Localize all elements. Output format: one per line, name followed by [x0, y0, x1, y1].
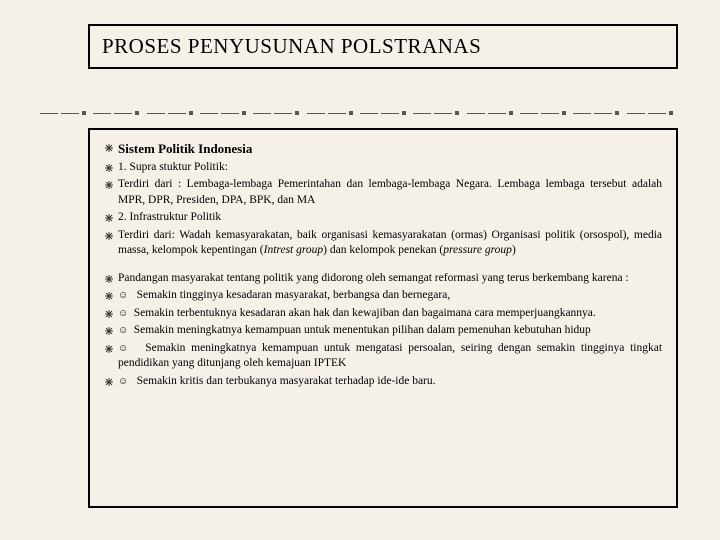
list-item: 1. Supra stuktur Politik: — [100, 160, 662, 176]
body-text: ☺ Semakin kritis dan terbukanya masyarak… — [118, 374, 662, 390]
bullet-icon — [100, 160, 118, 173]
bullet-icon — [100, 374, 118, 387]
body-text: ☺ Semakin meningkatnya kemampuan untuk m… — [118, 341, 662, 372]
bullet-icon — [100, 228, 118, 241]
list-item: Pandangan masyarakat tentang politik yan… — [100, 271, 662, 287]
section-heading: Sistem Politik Indonesia — [118, 140, 662, 158]
smile-icon: ☺ — [118, 307, 128, 321]
smile-icon: ☺ — [118, 375, 128, 389]
bullet-icon — [100, 323, 118, 336]
heading-row: Sistem Politik Indonesia — [100, 140, 662, 158]
bullet-icon — [100, 306, 118, 319]
content-box: Sistem Politik Indonesia 1. Supra stuktu… — [88, 128, 678, 508]
list-item: 2. Infrastruktur Politik — [100, 210, 662, 226]
bullet-icon — [100, 140, 118, 153]
bullet-icon — [100, 288, 118, 301]
body-text: ☺ Semakin tingginya kesadaran masyarakat… — [118, 288, 662, 304]
list-item: ☺ Semakin tingginya kesadaran masyarakat… — [100, 288, 662, 304]
list-item: ☺ Semakin meningkatnya kemampuan untuk m… — [100, 341, 662, 372]
title-box: PROSES PENYUSUNAN POLSTRANAS — [88, 24, 678, 69]
bullet-icon — [100, 210, 118, 223]
list-item: Terdiri dari : Lembaga-lembaga Pemerinta… — [100, 177, 662, 208]
page-title: PROSES PENYUSUNAN POLSTRANAS — [102, 34, 664, 59]
body-text: 2. Infrastruktur Politik — [118, 210, 662, 226]
bullet-icon — [100, 341, 118, 354]
divider — [40, 110, 680, 116]
list-item: ☺ Semakin meningkatnya kemampuan untuk m… — [100, 323, 662, 339]
body-text: 1. Supra stuktur Politik: — [118, 160, 662, 176]
bullet-icon — [100, 177, 118, 190]
list-item: Terdiri dari: Wadah kemasyarakatan, baik… — [100, 228, 662, 259]
body-text: ☺ Semakin meningkatnya kemampuan untuk m… — [118, 323, 662, 339]
bullet-icon — [100, 271, 118, 284]
body-text: Pandangan masyarakat tentang politik yan… — [118, 271, 662, 287]
list-item: ☺ Semakin kritis dan terbukanya masyarak… — [100, 374, 662, 390]
body-text: Terdiri dari : Lembaga-lembaga Pemerinta… — [118, 177, 662, 208]
body-text: Terdiri dari: Wadah kemasyarakatan, baik… — [118, 228, 662, 259]
list-item: ☺ Semakin terbentuknya kesadaran akan ha… — [100, 306, 662, 322]
body-text: ☺ Semakin terbentuknya kesadaran akan ha… — [118, 306, 662, 322]
spacer — [100, 261, 662, 271]
smile-icon: ☺ — [118, 342, 128, 356]
smile-icon: ☺ — [118, 289, 128, 303]
smile-icon: ☺ — [118, 324, 128, 338]
